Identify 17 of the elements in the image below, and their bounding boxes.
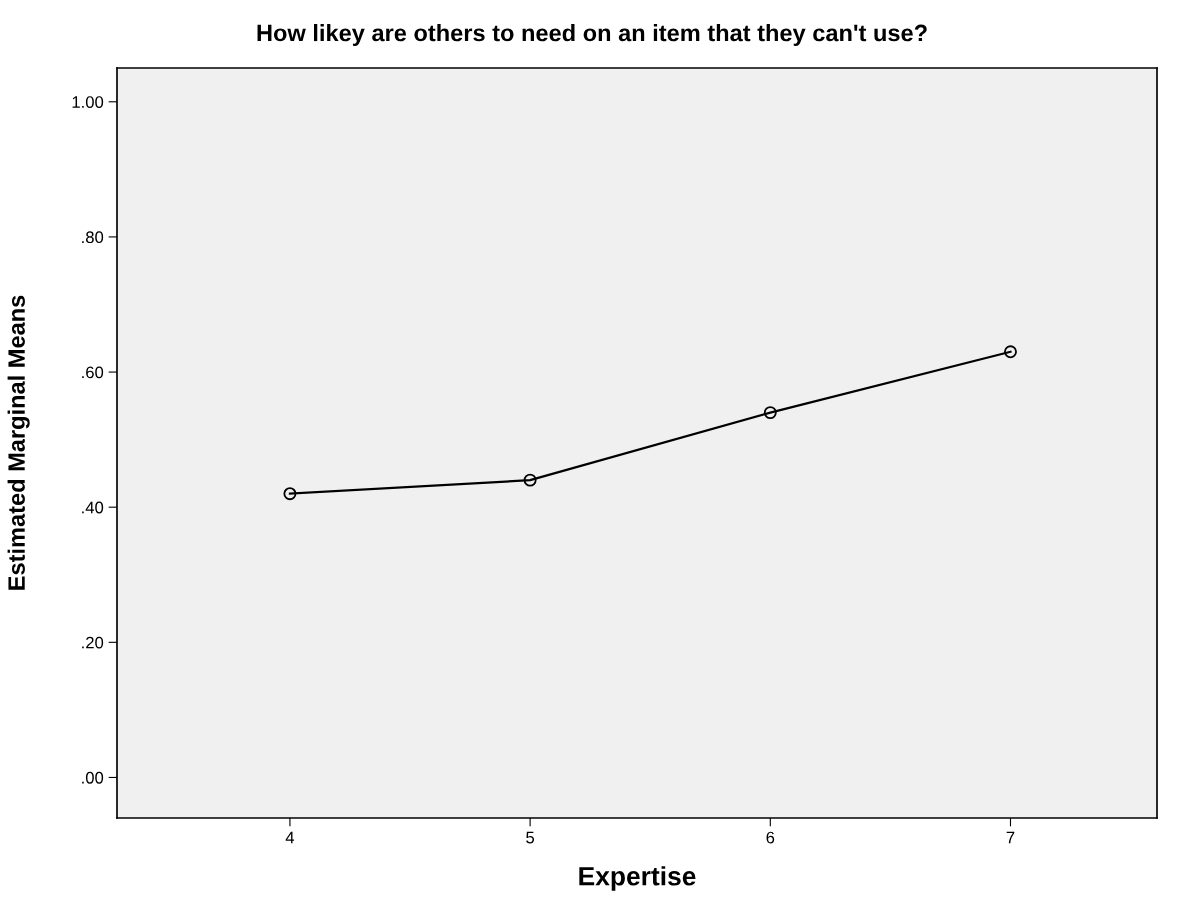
point <box>283 487 297 501</box>
x-tick-label: 7 <box>1006 831 1015 844</box>
x-tick-label: 5 <box>526 831 535 844</box>
x-axis-title: Expertise <box>579 866 696 891</box>
y-tick-label: 1.00 <box>72 96 104 108</box>
point <box>1004 345 1017 359</box>
y-tick-label: .00 <box>82 771 104 784</box>
y-tick-label: .20 <box>82 636 104 649</box>
point <box>763 406 777 420</box>
point <box>523 473 537 487</box>
y-tick-label: .60 <box>82 366 104 379</box>
x-tick-label: 6 <box>766 831 775 844</box>
y-tick-label: .40 <box>82 501 104 514</box>
x-tick-label: 4 <box>285 831 295 844</box>
y-axis-title: Estimated Marginal Means <box>7 295 30 590</box>
y-tick-label: .80 <box>82 231 104 244</box>
chart-title: How likey are others to need on an item that they can't use? <box>257 24 927 46</box>
